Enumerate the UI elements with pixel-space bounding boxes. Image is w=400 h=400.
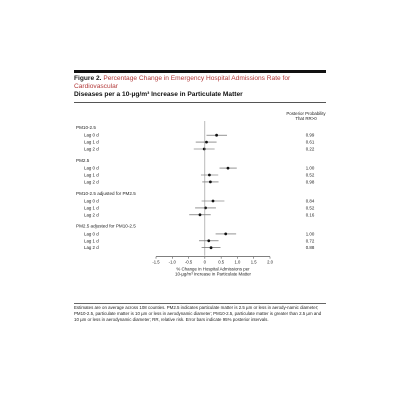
posterior-probability: 0.99 <box>306 132 315 137</box>
point-estimate <box>227 166 230 169</box>
x-tick-label: -1.0 <box>169 259 177 264</box>
posterior-probability: 0.52 <box>306 205 315 210</box>
posterior-probability: 0.61 <box>306 139 315 144</box>
posterior-probability: 0.72 <box>306 238 315 243</box>
point-estimate <box>208 173 211 176</box>
point-estimate <box>224 232 227 235</box>
point-estimate <box>212 199 215 202</box>
x-tick-label: 0 <box>204 259 207 264</box>
group-label: PM10-2.5 adjusted for PM2.5 <box>76 190 136 195</box>
point-estimate <box>210 246 213 249</box>
figure-label: Figure 2. <box>74 75 101 82</box>
row-label: Lag 0 d <box>84 198 99 203</box>
row-label: Lag 0 d <box>84 132 99 137</box>
posterior-probability: 0.84 <box>306 198 315 203</box>
point-estimate <box>203 147 206 150</box>
posterior-probability: 0.16 <box>306 212 315 217</box>
row-label: Lag 2 d <box>84 245 99 250</box>
posterior-probability: 0.52 <box>306 172 315 177</box>
row-label: Lag 2 d <box>84 146 99 151</box>
forest-plot: Posterior Probability That RR>0 PM10-2.5 La… <box>74 103 326 303</box>
figure-title-line2: Diseases per a 10-µg/m³ Increase in Part… <box>74 91 243 98</box>
x-tick-label: 0.5 <box>218 259 224 264</box>
x-tick-label: -1.5 <box>152 259 160 264</box>
row-label: Lag 2 d <box>84 212 99 217</box>
row-label: Lag 0 d <box>84 165 99 170</box>
posterior-probability: 0.88 <box>306 245 315 250</box>
point-estimate <box>204 206 207 209</box>
row-label: Lag 0 d <box>84 231 99 236</box>
probability-header-line: That RR>0 <box>295 116 317 121</box>
point-estimate <box>199 213 202 216</box>
x-axis-label: 10-µg/m³ Increase in Particulate Matter <box>175 271 252 276</box>
x-tick-label: 1.0 <box>235 259 241 264</box>
figure: Figure 2. Percentage Change in Emergency… <box>74 70 326 323</box>
row-label: Lag 1 d <box>84 172 99 177</box>
group-label: PM10-2.5 <box>76 125 96 130</box>
row-label: Lag 1 d <box>84 205 99 210</box>
group-label: PM2.5 <box>76 158 90 163</box>
top-rule <box>74 70 326 73</box>
posterior-probability: 0.22 <box>306 146 315 151</box>
x-tick-label: 1.5 <box>251 259 257 264</box>
row-label: Lag 2 d <box>84 179 99 184</box>
posterior-probability: 1.00 <box>306 165 315 170</box>
x-tick-label: -0.5 <box>185 259 193 264</box>
x-tick-label: 2.0 <box>267 259 273 264</box>
figure-caption: Estimates are on average across 108 coun… <box>74 305 326 323</box>
group-label: PM2.5 adjusted for PM10-2.5 <box>76 223 136 228</box>
point-estimate <box>207 239 210 242</box>
posterior-probability: 0.98 <box>306 179 315 184</box>
posterior-probability: 1.00 <box>306 231 315 236</box>
figure-title-text: Percentage Change in Emergency Hospital … <box>74 75 290 90</box>
row-label: Lag 1 d <box>84 238 99 243</box>
point-estimate <box>215 133 218 136</box>
point-estimate <box>209 180 212 183</box>
point-estimate <box>205 140 208 143</box>
caption-rule <box>74 303 326 304</box>
row-label: Lag 1 d <box>84 139 99 144</box>
figure-title: Figure 2. Percentage Change in Emergency… <box>74 75 326 100</box>
